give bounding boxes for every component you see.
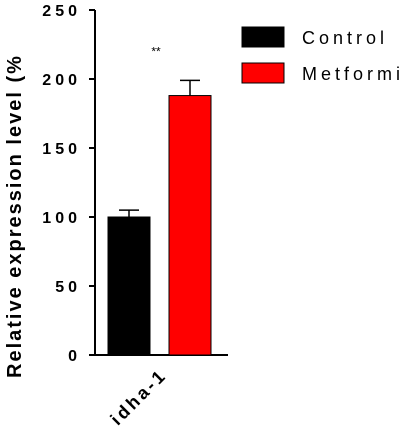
legend-label: Metformi xyxy=(302,64,404,84)
y-tick-label: 150 xyxy=(42,141,81,158)
significance-label: ** xyxy=(151,44,161,58)
y-tick-label: 50 xyxy=(55,279,81,296)
category-label: idha-1 xyxy=(106,365,170,429)
bar-control xyxy=(107,216,151,356)
y-axis-label: Relative expression level (% xyxy=(4,54,26,378)
legend-swatch-metformi xyxy=(241,62,285,84)
y-tick-label: 200 xyxy=(42,72,81,89)
legend-label: Control xyxy=(302,28,388,48)
bar-metformi xyxy=(168,95,212,356)
y-tick-label: 250 xyxy=(42,3,81,20)
y-tick-label: 100 xyxy=(42,210,81,227)
legend-swatch-control xyxy=(241,26,285,48)
y-tick-label: 0 xyxy=(68,348,81,365)
